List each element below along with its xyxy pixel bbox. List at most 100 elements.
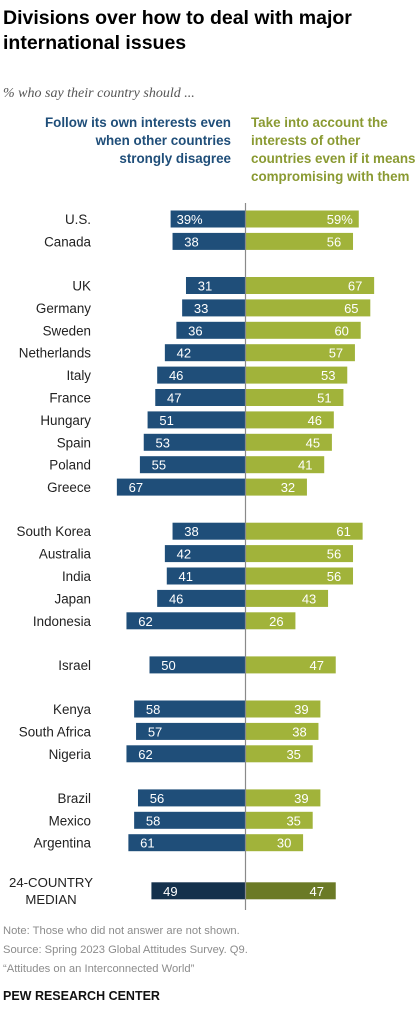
bar-right [245, 433, 332, 451]
bar-right [245, 612, 296, 630]
bar-left [172, 232, 246, 250]
category-label: Argentina [34, 836, 92, 851]
category-label: Germany [36, 301, 91, 316]
category-label: Japan [55, 591, 91, 606]
data-label-left: 57 [148, 724, 162, 739]
data-label-left: 58 [146, 813, 160, 828]
category-label: Mexico [49, 813, 91, 828]
bar-right [245, 321, 361, 339]
bar-right [245, 722, 319, 740]
bar-left [164, 545, 246, 563]
category-label: Italy [66, 368, 91, 383]
category-label: Indonesia [33, 614, 92, 629]
data-label-left: 58 [146, 702, 160, 717]
brand-logo-text: PEW RESEARCH CENTER [3, 989, 160, 1003]
data-label-right: 39 [294, 791, 308, 806]
data-label-left: 50 [161, 658, 175, 673]
category-label: Canada [44, 234, 91, 249]
bar-left [157, 366, 246, 384]
category-label: South Africa [19, 724, 92, 739]
data-label-right: 56 [327, 569, 341, 584]
bar-right [245, 411, 334, 429]
data-label-right: 35 [286, 813, 300, 828]
data-label-right: 38 [292, 724, 306, 739]
bar-right [245, 456, 325, 474]
data-label-right: 32 [281, 480, 295, 495]
data-label-left: 56 [150, 791, 164, 806]
data-label-left: 55 [152, 458, 166, 473]
bar-right [245, 522, 363, 540]
bar-left [176, 321, 246, 339]
bar-left [172, 522, 246, 540]
data-label-right: 47 [310, 884, 324, 899]
data-label-right: 30 [277, 836, 291, 851]
median-label-line: 24-COUNTRY [9, 875, 93, 890]
data-label-left: 61 [140, 836, 154, 851]
data-label-left: 33 [194, 301, 208, 316]
bar-left [155, 389, 246, 406]
data-label-left: 38 [184, 524, 198, 539]
bar-right [245, 478, 307, 496]
right-series-header: Take into account the interests of other… [251, 115, 416, 184]
category-label: Netherlands [19, 346, 92, 361]
category-label: India [62, 569, 92, 584]
data-label-left: 49 [163, 884, 177, 899]
bar-right [245, 210, 359, 228]
category-label: France [49, 391, 91, 406]
bar-right [245, 789, 321, 807]
data-label-left: 38 [184, 234, 198, 249]
bar-left [116, 478, 246, 496]
chart-title: Divisions over how to deal with major in… [3, 7, 352, 54]
bar-right [245, 299, 371, 317]
category-label: U.S. [65, 212, 91, 227]
bar-left [134, 811, 246, 829]
category-label: South Korea [17, 524, 92, 539]
note-text: Note: Those who did not answer are not s… [3, 925, 240, 937]
bar-right [245, 232, 354, 250]
data-label-right: 56 [327, 547, 341, 562]
bar-left [134, 700, 246, 718]
category-label: UK [72, 279, 91, 294]
data-label-right: 56 [327, 234, 341, 249]
data-label-left: 36 [188, 323, 202, 338]
data-label-left: 46 [169, 591, 183, 606]
data-label-left: 46 [169, 368, 183, 383]
category-label: Brazil [58, 791, 92, 806]
data-label-left: 62 [138, 747, 152, 762]
bar-left [147, 411, 246, 429]
bar-right [245, 656, 336, 674]
data-label-left: 42 [177, 346, 191, 361]
bar-right [245, 277, 375, 294]
data-label-right: 60 [334, 323, 348, 338]
data-label-left: 62 [138, 614, 152, 629]
data-label-right: 61 [336, 524, 350, 539]
bar-right [245, 700, 321, 718]
bar-right [245, 366, 348, 384]
source-text: Source: Spring 2023 Global Attitudes Sur… [3, 944, 248, 956]
data-label-right: 51 [317, 391, 331, 406]
data-label-right: 26 [269, 614, 283, 629]
data-label-right: 41 [298, 458, 312, 473]
bar-left [185, 277, 246, 294]
data-label-right: 65 [344, 301, 358, 316]
bar-left [137, 789, 246, 807]
category-label-median: 24-COUNTRY MEDIAN [9, 875, 93, 907]
category-label: Greece [47, 480, 91, 495]
data-label-right: 43 [302, 591, 316, 606]
category-label: Australia [39, 547, 92, 562]
bar-right [245, 811, 313, 829]
bar-right [245, 567, 354, 585]
bar-left [151, 882, 246, 900]
report-title-text: “Attitudes on an Interconnected World” [3, 963, 195, 975]
bar-left [166, 567, 246, 585]
bar-left [149, 656, 246, 674]
data-label-left: 67 [129, 480, 143, 495]
bar-right [245, 745, 313, 763]
bar-left [182, 299, 246, 317]
category-label: Hungary [40, 413, 91, 428]
bar-left [136, 722, 246, 740]
bar-right [245, 344, 355, 362]
data-label-right: 53 [321, 368, 335, 383]
data-label-left: 41 [179, 569, 193, 584]
category-label: Sweden [43, 323, 91, 338]
